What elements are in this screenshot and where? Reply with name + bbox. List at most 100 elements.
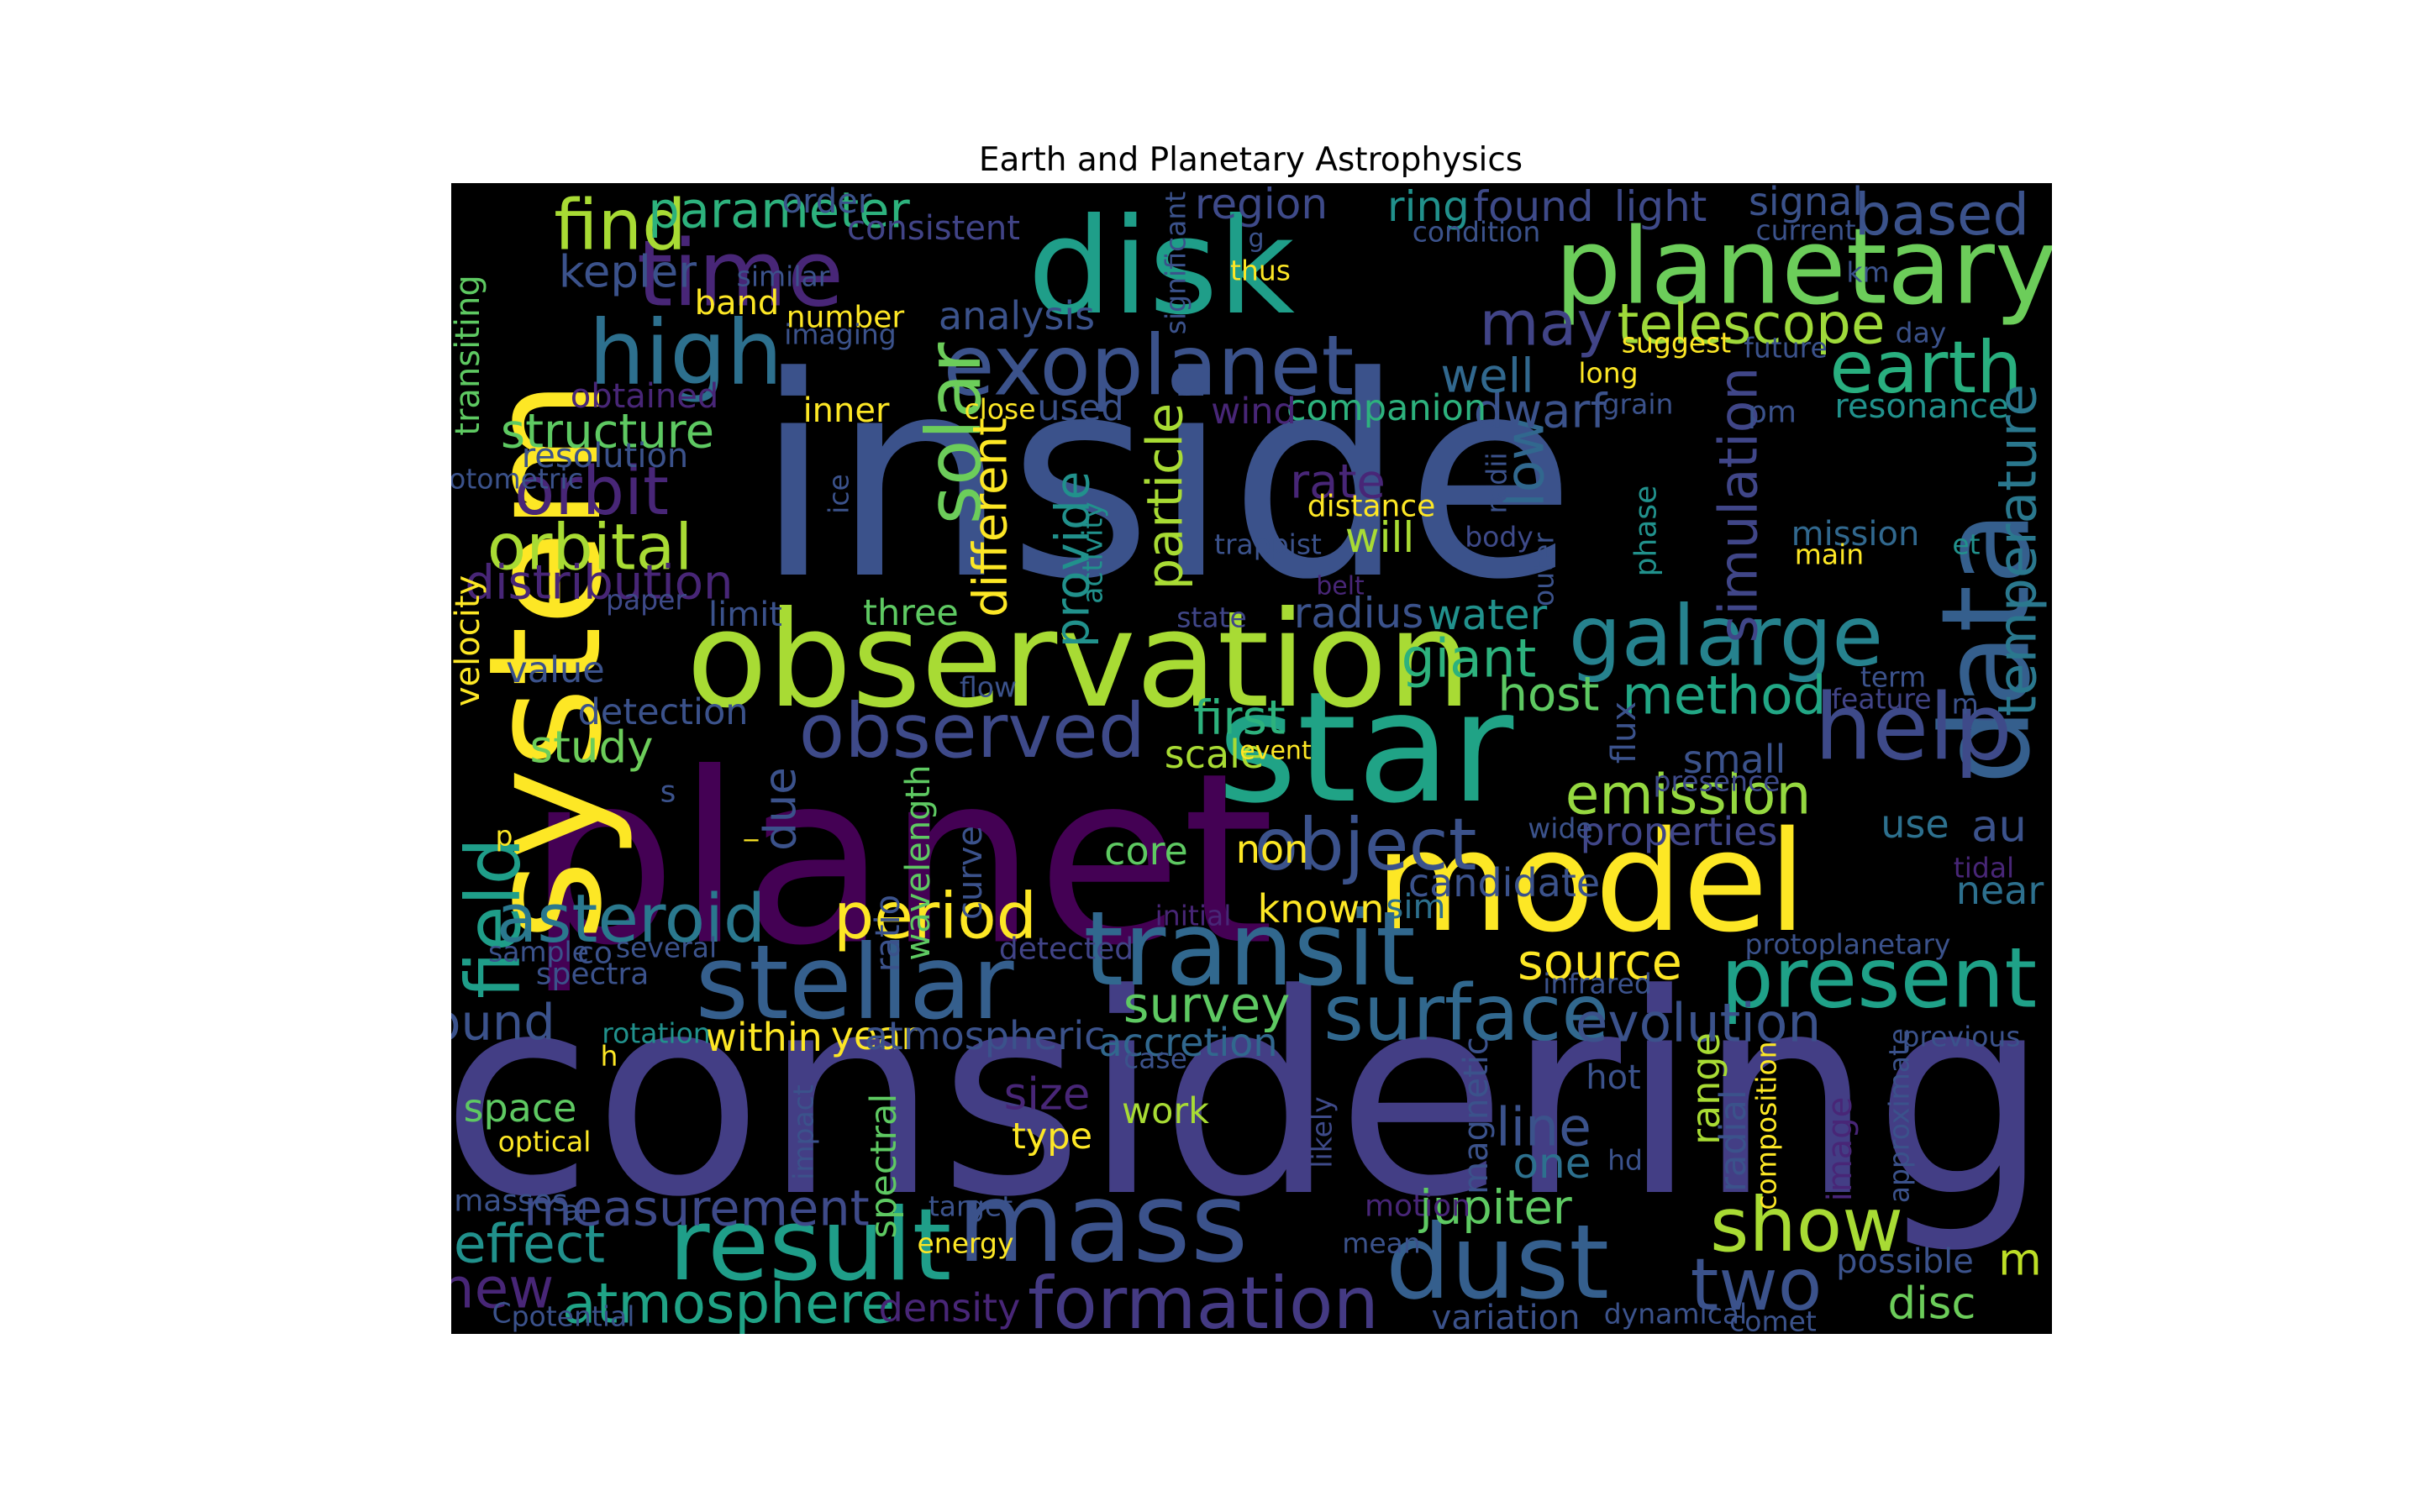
- word-motion-151: motion: [1365, 1189, 1470, 1224]
- word-exoplanet-19: exoplanet: [944, 318, 1355, 415]
- chart-title: Earth and Planetary Astrophysics: [978, 141, 1523, 179]
- word-spectra-141: spectra: [536, 958, 650, 992]
- word-work-94: work: [1122, 1090, 1209, 1132]
- word-known-85: known: [1258, 886, 1385, 932]
- word-within-91: within: [705, 1015, 823, 1060]
- word-radius-79: radius: [1294, 589, 1424, 638]
- word-survey-52: survey: [1123, 976, 1291, 1034]
- word-similar-117: similar: [737, 260, 830, 293]
- word--197: _: [744, 809, 759, 842]
- word-comet-157: comet: [1729, 1305, 1817, 1335]
- word-radii-180: radii: [1481, 452, 1513, 513]
- word-radial-189: radial: [1712, 1089, 1754, 1192]
- word-giant-47: giant: [1402, 628, 1537, 690]
- word-field-23: field: [451, 837, 537, 999]
- word-mission-107: mission: [1791, 515, 1920, 554]
- word-event-129: event: [1239, 737, 1312, 766]
- word-companion-103: companion: [1286, 387, 1486, 429]
- word-inner-101: inner: [803, 391, 890, 430]
- word-likely-192: likely: [1306, 1096, 1339, 1168]
- word-feature-128: feature: [1831, 683, 1931, 716]
- word-future-167: future: [1744, 332, 1828, 365]
- word-well-64: well: [1440, 349, 1534, 404]
- word-significant-177: significant: [1160, 192, 1192, 334]
- word-sample-138: sample: [488, 936, 589, 969]
- word-co-139: co: [577, 937, 613, 971]
- word-surface-21: surface: [1323, 969, 1609, 1058]
- word-p-172: p: [496, 820, 513, 853]
- word-energy-152: energy: [918, 1227, 1014, 1260]
- word-value-97: value: [506, 649, 604, 691]
- word-mass-9: mass: [956, 1158, 1248, 1288]
- word-transit-11: transit: [1083, 890, 1415, 1009]
- word-source-51: source: [1518, 933, 1682, 991]
- word-small-81: small: [1683, 737, 1786, 782]
- word-grain-170: grain: [1602, 388, 1674, 421]
- word-structure-55: structure: [501, 405, 714, 459]
- word-transiting-175: transiting: [451, 275, 487, 435]
- word-activity-179: activity: [1076, 501, 1109, 604]
- word-found-75: found: [1473, 183, 1593, 231]
- word-space-96: space: [464, 1085, 577, 1131]
- word-suggest-166: suggest: [1622, 327, 1731, 360]
- word-model-5: model: [1375, 801, 1807, 963]
- word-atmosphere-37: atmosphere: [562, 1272, 895, 1335]
- word-main-122: main: [1795, 538, 1864, 571]
- word-detection-98: detection: [577, 691, 748, 733]
- word-properties-82: properties: [1581, 809, 1778, 854]
- word-range-188: range: [1683, 1032, 1728, 1145]
- word-optical-146: optical: [498, 1126, 592, 1158]
- word-core-83: core: [1104, 828, 1188, 874]
- word-ratio-187: ratio: [869, 895, 908, 972]
- word-band-113: band: [695, 284, 780, 323]
- word-year-92: year: [831, 1013, 918, 1058]
- word-light-73: light: [1614, 183, 1707, 231]
- word-potential-158: potential: [512, 1300, 635, 1333]
- word-close-118: close: [965, 393, 1036, 426]
- word-accretion-90: accretion: [1098, 1020, 1277, 1065]
- word-analysis-77: analysis: [939, 293, 1095, 339]
- word-m-67: m: [1998, 1235, 2042, 1286]
- word-masses-147: masses: [454, 1184, 568, 1219]
- word-disk-7: disk: [1028, 190, 1296, 344]
- word-non-84: non: [1236, 827, 1308, 872]
- word-h-142: h: [601, 1040, 618, 1073]
- word-provide-57: provide: [1046, 471, 1101, 648]
- word-method-45: method: [1622, 665, 1826, 727]
- word-mean-153: mean: [1342, 1227, 1421, 1260]
- word-order-109: order: [782, 183, 872, 221]
- word-flow-126: flow: [960, 671, 1017, 704]
- word-planetary-10: planetary: [1555, 207, 2052, 328]
- word-previous-144: previous: [1902, 1021, 2020, 1053]
- word-different-56: different: [964, 417, 1018, 617]
- word-term-127: term: [1860, 661, 1926, 694]
- word-data-8: data: [1916, 511, 2053, 785]
- word-condition-161: condition: [1413, 216, 1541, 249]
- word-velocity-176: velocity: [451, 575, 487, 706]
- word-rotation-137: rotation: [602, 1017, 710, 1050]
- word-candidate-86: candidate: [1408, 860, 1600, 906]
- word-variation-155: variation: [1432, 1299, 1581, 1334]
- word-planet-2: planet: [527, 723, 1275, 998]
- word-orbit-31: orbit: [514, 453, 669, 530]
- word-stellar-12: stellar: [695, 923, 1014, 1042]
- word-ring-74: ring: [1387, 183, 1470, 231]
- word-number-111: number: [786, 301, 905, 335]
- word-case-143: case: [1123, 1042, 1187, 1075]
- word-pm-106: pm: [1748, 396, 1797, 430]
- word-used-102: used: [1037, 387, 1123, 429]
- word-system-3: system: [455, 380, 636, 942]
- word-particle-50: particle: [1136, 403, 1194, 591]
- word-three-99: three: [863, 592, 959, 634]
- word-measurement-54: measurement: [523, 1179, 870, 1237]
- word-emission-39: emission: [1565, 763, 1812, 827]
- word-wind-104: wind: [1211, 391, 1297, 433]
- word-wavelength-185: wavelength: [899, 764, 938, 960]
- word-scale-80: scale: [1165, 732, 1265, 777]
- word-result-14: result: [669, 1188, 952, 1304]
- word-sim-133: sim: [1386, 888, 1446, 927]
- word-will-71: will: [1345, 513, 1415, 562]
- word-low-42: low: [1495, 417, 1556, 507]
- word-around-53: around: [451, 994, 555, 1052]
- word-wide-131: wide: [1528, 812, 1592, 845]
